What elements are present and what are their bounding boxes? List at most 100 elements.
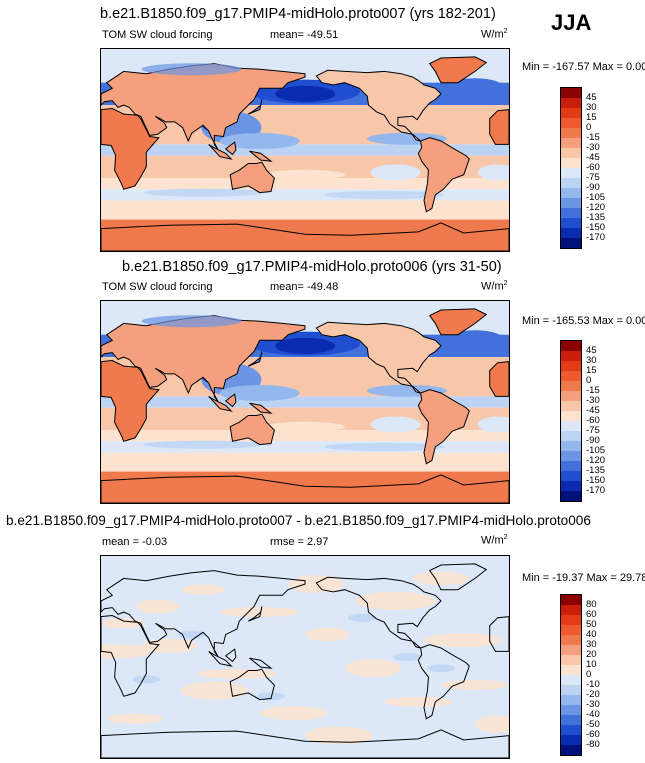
colorbar-box bbox=[561, 88, 581, 98]
colorbar-tick-label: 80 bbox=[586, 599, 597, 610]
colorbar-box bbox=[561, 461, 581, 471]
colorbar-tick-label: 15 bbox=[586, 112, 597, 123]
colorbar-tick-label: 20 bbox=[586, 649, 597, 660]
panel1-map bbox=[100, 48, 510, 252]
colorbar-tick-label: 0 bbox=[586, 669, 592, 680]
colorbar-box bbox=[561, 645, 581, 655]
colorbar-tick-label: -30 bbox=[586, 142, 600, 153]
panel3-units: W/m2 bbox=[481, 534, 508, 547]
colorbar-tick-label: -80 bbox=[586, 739, 600, 750]
colorbar-tick-label: 50 bbox=[586, 619, 597, 630]
panel1-units: W/m2 bbox=[481, 28, 508, 41]
colorbar-box bbox=[561, 595, 581, 605]
colorbar-box bbox=[561, 451, 581, 461]
colorbar-box bbox=[561, 481, 581, 491]
colorbar-box bbox=[561, 401, 581, 411]
colorbar-box bbox=[561, 381, 581, 391]
colorbar-box bbox=[561, 705, 581, 715]
colorbar-box bbox=[561, 361, 581, 371]
panel1-colorbar bbox=[560, 87, 582, 249]
panel1-minmax: Min = -167.57 Max = 0.00 bbox=[522, 61, 645, 73]
colorbar-tick-label: -40 bbox=[586, 709, 600, 720]
colorbar-box bbox=[561, 238, 581, 248]
colorbar-tick-label: -30 bbox=[586, 395, 600, 406]
colorbar-box bbox=[561, 615, 581, 625]
panel3-rmse: rmse = 2.97 bbox=[270, 536, 329, 548]
colorbar-tick-label: 0 bbox=[586, 122, 592, 133]
colorbar-box bbox=[561, 118, 581, 128]
panel3-title: b.e21.B1850.f09_g17.PMIP4-midHolo.proto0… bbox=[6, 513, 591, 528]
colorbar-tick-label: -45 bbox=[586, 405, 600, 416]
colorbar-box bbox=[561, 198, 581, 208]
panel3-colorbar bbox=[560, 594, 582, 756]
colorbar-tick-label: -75 bbox=[586, 172, 600, 183]
colorbar-tick-label: -50 bbox=[586, 719, 600, 730]
panel3-minmax: Min = -19.37 Max = 29.78 bbox=[522, 572, 645, 584]
colorbar-tick-label: 30 bbox=[586, 355, 597, 366]
colorbar-box bbox=[561, 168, 581, 178]
colorbar-tick-label: -105 bbox=[586, 192, 606, 203]
colorbar-box bbox=[561, 341, 581, 351]
colorbar-box bbox=[561, 218, 581, 228]
panel1-title: b.e21.B1850.f09_g17.PMIP4-midHolo.proto0… bbox=[100, 6, 496, 22]
colorbar-tick-label: -10 bbox=[586, 679, 600, 690]
colorbar-tick-label: -120 bbox=[586, 455, 606, 466]
season-label: JJA bbox=[551, 10, 592, 35]
colorbar-tick-label: -170 bbox=[586, 232, 606, 243]
colorbar-box bbox=[561, 158, 581, 168]
colorbar-box bbox=[561, 188, 581, 198]
colorbar-tick-label: 30 bbox=[586, 639, 597, 650]
colorbar-box bbox=[561, 665, 581, 675]
colorbar-tick-label: -135 bbox=[586, 465, 606, 476]
colorbar-tick-label: 40 bbox=[586, 629, 597, 640]
colorbar-box bbox=[561, 605, 581, 615]
colorbar-tick-label: -120 bbox=[586, 202, 606, 213]
colorbar-box bbox=[561, 715, 581, 725]
colorbar-tick-label: 15 bbox=[586, 365, 597, 376]
colorbar-box bbox=[561, 685, 581, 695]
colorbar-tick-label: -20 bbox=[586, 689, 600, 700]
panel2-title: b.e21.B1850.f09_g17.PMIP4-midHolo.proto0… bbox=[122, 259, 502, 275]
colorbar-box bbox=[561, 138, 581, 148]
panel2-units: W/m2 bbox=[481, 280, 508, 293]
panel2-minmax: Min = -165.53 Max = 0.00 bbox=[522, 315, 645, 327]
colorbar-box bbox=[561, 635, 581, 645]
colorbar-box bbox=[561, 208, 581, 218]
colorbar-box bbox=[561, 351, 581, 361]
panel1-mean: mean= -49.51 bbox=[270, 29, 339, 41]
colorbar-box bbox=[561, 431, 581, 441]
colorbar-box bbox=[561, 655, 581, 665]
colorbar-tick-label: -90 bbox=[586, 182, 600, 193]
panel1-field-label: TOM SW cloud forcing bbox=[102, 29, 213, 41]
colorbar-box bbox=[561, 148, 581, 158]
colorbar-tick-label: -170 bbox=[586, 485, 606, 496]
colorbar-tick-label: -135 bbox=[586, 212, 606, 223]
panel2-field-label: TOM SW cloud forcing bbox=[102, 281, 213, 293]
colorbar-box bbox=[561, 228, 581, 238]
panel2-colorbar bbox=[560, 340, 582, 502]
colorbar-tick-label: 0 bbox=[586, 375, 592, 386]
colorbar-box bbox=[561, 471, 581, 481]
colorbar-tick-label: -60 bbox=[586, 729, 600, 740]
colorbar-tick-label: -15 bbox=[586, 385, 600, 396]
panel2-map bbox=[100, 300, 510, 504]
colorbar-box bbox=[561, 625, 581, 635]
panel3-mean: mean = -0.03 bbox=[102, 536, 168, 548]
colorbar-tick-label: -45 bbox=[586, 152, 600, 163]
colorbar-box bbox=[561, 371, 581, 381]
colorbar-tick-label: -75 bbox=[586, 425, 600, 436]
panel3-map bbox=[100, 555, 510, 759]
colorbar-box bbox=[561, 178, 581, 188]
colorbar-tick-label: 30 bbox=[586, 102, 597, 113]
colorbar-box bbox=[561, 108, 581, 118]
colorbar-tick-label: -60 bbox=[586, 162, 600, 173]
colorbar-tick-label: -60 bbox=[586, 415, 600, 426]
colorbar-tick-label: -30 bbox=[586, 699, 600, 710]
colorbar-box bbox=[561, 391, 581, 401]
panel2-mean: mean= -49.48 bbox=[270, 281, 339, 293]
colorbar-tick-label: -90 bbox=[586, 435, 600, 446]
colorbar-box bbox=[561, 411, 581, 421]
colorbar-box bbox=[561, 128, 581, 138]
colorbar-tick-label: -150 bbox=[586, 222, 606, 233]
colorbar-tick-label: 45 bbox=[586, 92, 597, 103]
